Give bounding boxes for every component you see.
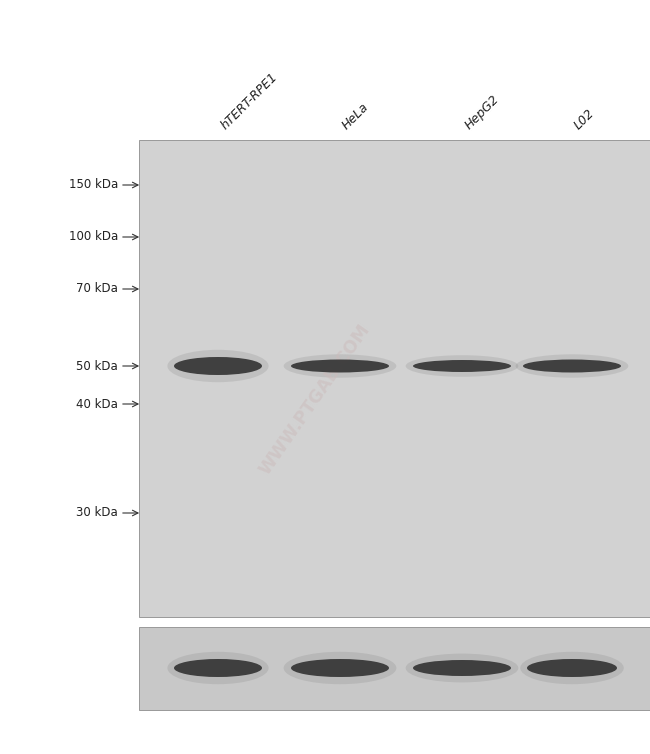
Text: hTERT-RPE1: hTERT-RPE1 (218, 70, 280, 132)
Text: 30 kDa: 30 kDa (76, 507, 118, 520)
Ellipse shape (523, 360, 621, 372)
Ellipse shape (174, 357, 262, 375)
Ellipse shape (168, 651, 268, 684)
Ellipse shape (515, 354, 629, 378)
Ellipse shape (291, 659, 389, 677)
Ellipse shape (174, 659, 262, 677)
Text: HeLa: HeLa (340, 100, 372, 132)
Ellipse shape (520, 651, 624, 684)
Ellipse shape (413, 660, 511, 676)
Ellipse shape (406, 355, 518, 377)
Bar (139, 140, 650, 617)
Ellipse shape (283, 651, 396, 684)
Ellipse shape (291, 360, 389, 372)
Text: 40 kDa: 40 kDa (76, 397, 118, 410)
Ellipse shape (406, 654, 518, 682)
Ellipse shape (413, 360, 511, 372)
Bar (139, 627, 650, 710)
Text: L02: L02 (572, 106, 597, 132)
Text: 50 kDa: 50 kDa (76, 360, 118, 372)
Text: 70 kDa: 70 kDa (76, 283, 118, 296)
Ellipse shape (168, 350, 268, 382)
Text: HepG2: HepG2 (462, 93, 501, 132)
Ellipse shape (283, 354, 396, 378)
Ellipse shape (527, 659, 617, 677)
Text: 150 kDa: 150 kDa (69, 179, 118, 192)
Text: 100 kDa: 100 kDa (69, 231, 118, 244)
Text: WWW.PTGAB.COM: WWW.PTGAB.COM (256, 321, 374, 479)
